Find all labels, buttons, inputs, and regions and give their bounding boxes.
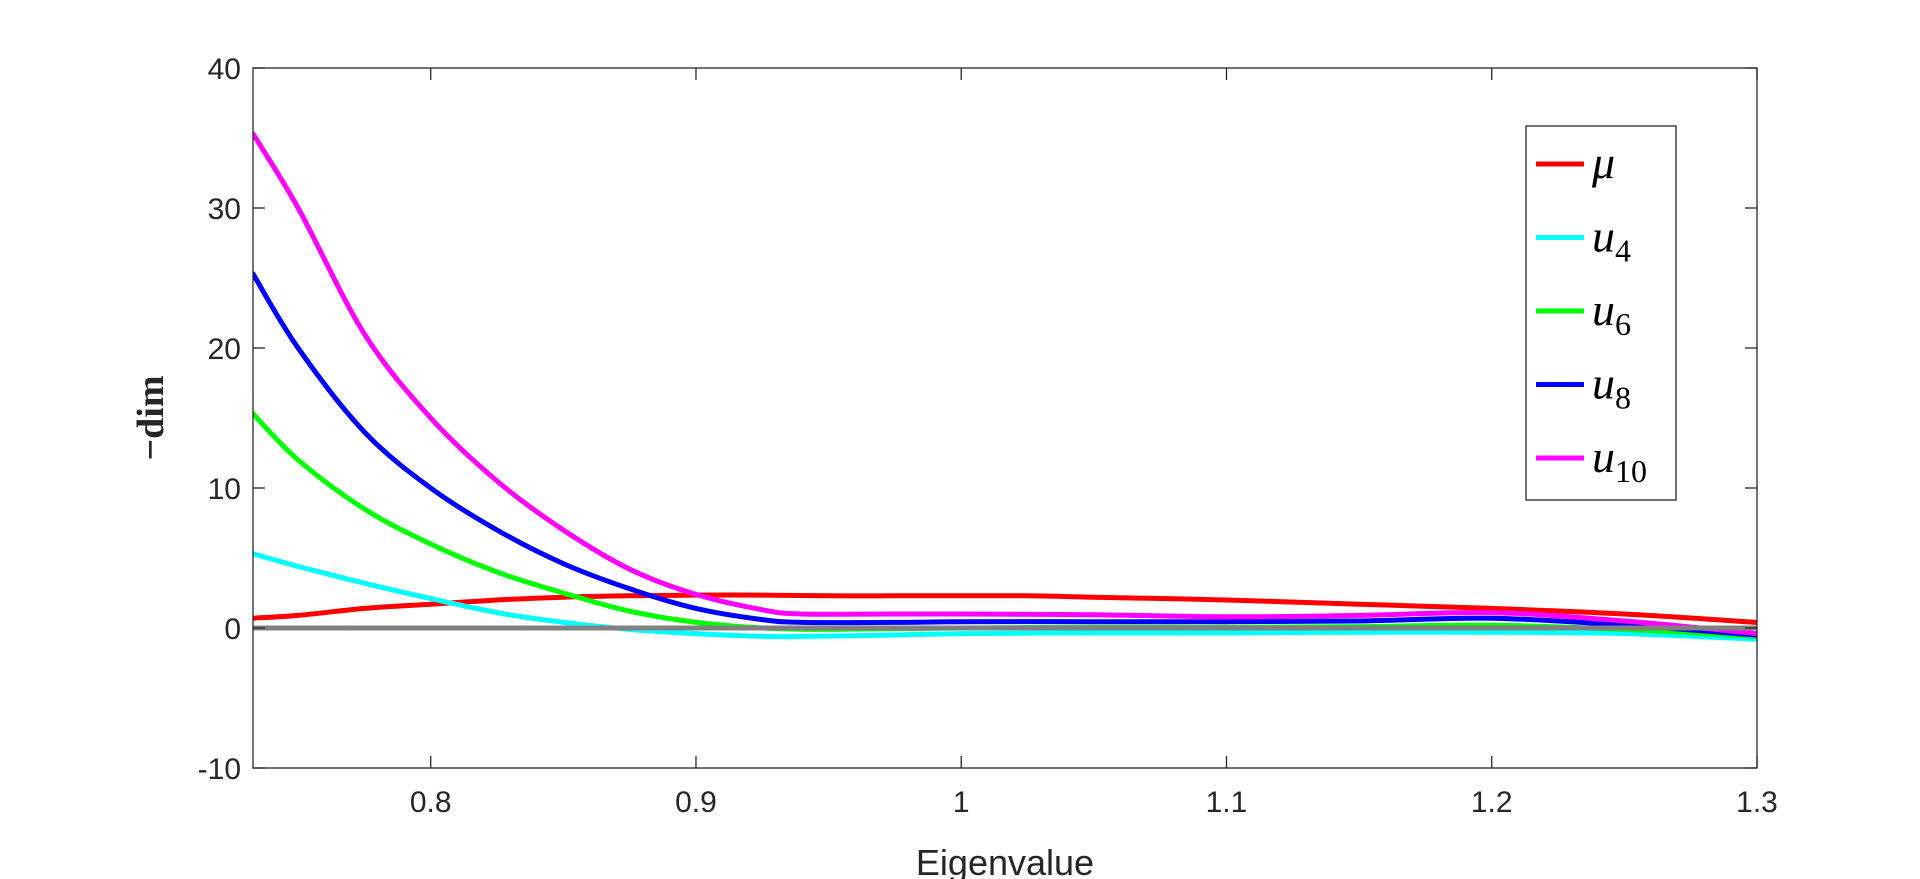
axes: 0.8 0.9 1 1.1 1.2 1.3 -10 0 10 20 30 40 [198,53,1778,819]
legend: μ u4 u6 u8 u10 [1525,125,1677,501]
y-tick-label: 40 [208,53,241,86]
x-tick-label: 1 [953,786,970,819]
legend-label-u8: u8 [1592,358,1631,416]
series-line-u4 [253,551,1757,642]
legend-label-mu: μ [1591,137,1615,188]
x-axis-label: Eigenvalue [916,842,1094,879]
legend-label-u6: u6 [1592,284,1631,342]
y-tick-label: 0 [224,613,241,646]
y-axis-label: −dim [130,376,172,461]
x-tick-label: 0.9 [675,786,717,819]
plot-area [253,68,1757,768]
x-tick-label: 1.1 [1206,786,1248,819]
y-tick-label: 30 [208,193,241,226]
legend-label-u4: u4 [1592,211,1631,269]
series-line-u8 [253,271,1757,638]
x-tick-label: 1.3 [1736,786,1778,819]
x-tick-label: 0.8 [410,786,452,819]
legend-label-u10: u10 [1592,431,1647,489]
series-line-u10 [253,131,1757,637]
axes-box [252,67,1758,769]
series-group [253,131,1757,642]
y-tick-label: 20 [208,333,241,366]
plot-background [253,68,1757,768]
y-tick-label: -10 [198,753,241,786]
x-tick-label: 1.2 [1471,786,1513,819]
y-tick-label: 10 [208,473,241,506]
